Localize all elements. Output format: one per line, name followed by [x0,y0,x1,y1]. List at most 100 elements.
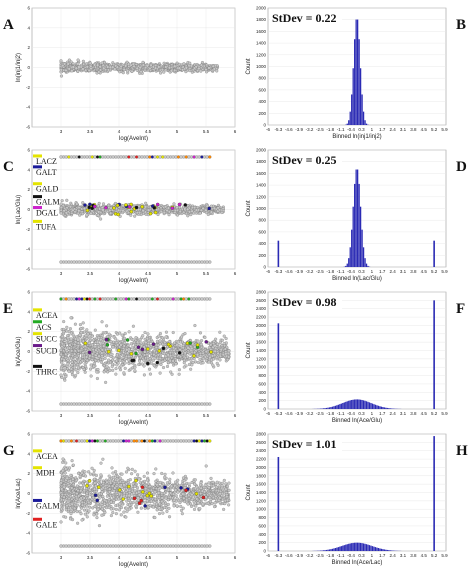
data-point [218,354,223,358]
y-axis-label: Count [246,200,252,216]
x-tick-label: -1.1 [337,269,345,274]
data-point [85,65,89,69]
data-point [114,372,118,376]
y-tick-label: 4 [27,167,30,172]
data-point [161,511,165,515]
y-tick-label: 1400 [256,348,267,353]
y-tick-label: 400 [258,241,266,246]
data-point [136,510,140,514]
data-point [142,358,146,362]
data-point [164,354,168,358]
data-point [103,356,107,360]
gene-point [104,337,109,342]
data-point [216,209,220,213]
data-point [77,65,81,69]
histogram-bar [355,19,357,125]
data-point [93,328,97,332]
data-point [73,322,77,326]
data-point [81,59,85,63]
data-point [126,69,130,73]
gene-point [116,212,120,217]
x-tick-label: 3.8 [410,269,417,274]
y-axis-label: ln(Lac/Glu) [16,195,22,224]
histogram-bar [388,408,390,409]
data-point [143,330,147,335]
data-point [222,478,226,482]
data-point [90,343,94,347]
data-point [91,348,95,352]
data-point [64,374,68,379]
histogram-bar [348,120,350,125]
y-tick-label: 200 [258,253,266,258]
data-point [143,205,148,209]
data-point [122,336,127,340]
data-point [93,63,97,67]
histogram-bar [379,406,381,409]
data-point [83,370,87,374]
data-point [211,363,215,367]
data-point [120,339,124,344]
data-point [109,211,113,215]
x-tick-label: 6 [234,129,237,134]
data-point [70,459,74,463]
data-point [190,346,194,350]
data-point [88,367,93,371]
data-point [74,495,78,499]
data-point [209,204,213,208]
data-point [164,205,168,209]
data-point [183,207,187,211]
data-point [81,321,85,325]
data-point [78,339,83,343]
x-tick-label: 0.3 [358,269,365,274]
x-tick-label: 5.5 [203,413,210,418]
data-point [111,484,115,488]
data-point [207,66,211,70]
x-tick-label: 1 [371,127,374,132]
data-point [198,331,203,335]
data-point [227,503,231,507]
data-point [126,466,130,470]
x-tick-label: 5.2 [431,411,438,416]
data-point [186,207,190,211]
data-point [198,211,202,215]
data-point [73,340,78,344]
data-point [106,335,110,339]
data-point [141,63,145,67]
data-point [163,340,167,344]
data-point [167,66,172,70]
data-point [160,336,164,340]
data-point [98,65,102,69]
data-point [89,67,93,71]
histogram-bar [383,407,385,409]
x-tick-label: 4.5 [421,127,428,132]
data-point [144,201,148,205]
gene-point [83,341,88,346]
histogram-bar [334,405,337,409]
histogram-bar [324,408,326,409]
data-point [127,330,131,334]
data-point [114,512,118,516]
data-point [100,513,104,517]
data-point [126,343,130,347]
data-point [66,362,70,366]
data-point [172,492,176,496]
data-point [80,212,85,216]
x-tick-label: -0.4 [347,269,355,274]
data-point [59,520,63,524]
histogram-bar [359,68,362,125]
data-point [174,494,178,498]
data-point [114,337,118,341]
data-point [136,473,140,477]
x-tick-label: 4 [118,129,121,134]
data-point [227,349,231,353]
gene-point [177,202,182,207]
data-point [122,487,127,491]
data-point [71,65,75,69]
histogram-bar [351,94,353,125]
data-point [94,484,98,488]
data-point [95,512,99,516]
gene-point [92,204,97,209]
data-point [101,202,106,206]
y-tick-label: 2600 [256,298,267,303]
histogram-bar [339,404,341,409]
